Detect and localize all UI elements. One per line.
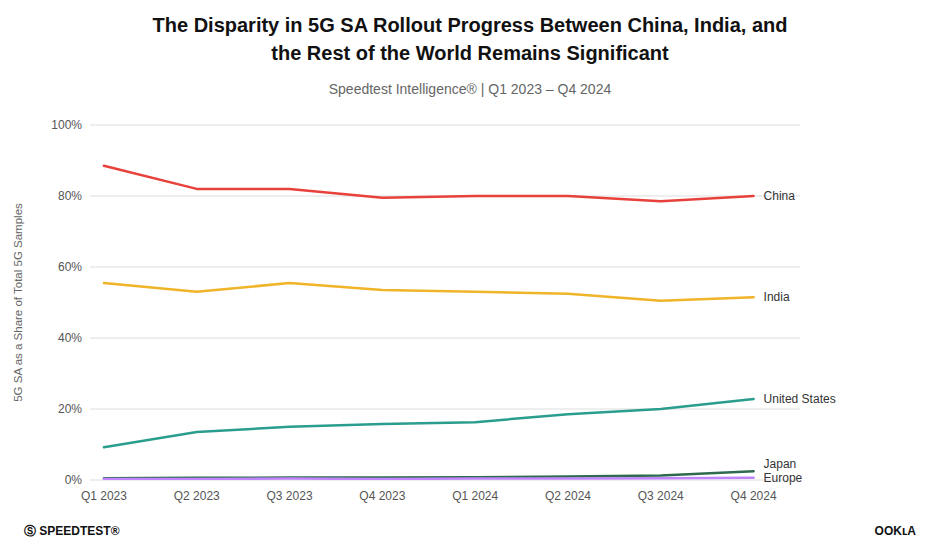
- series-label: Japan: [764, 457, 797, 471]
- title: the Rest of the World Remains Significan…: [271, 42, 669, 64]
- x-tick-label: Q1 2023: [81, 489, 127, 503]
- chart: The Disparity in 5G SA Rollout Progress …: [0, 0, 940, 549]
- y-tick-label: 60%: [58, 260, 82, 274]
- series-label: India: [764, 290, 790, 304]
- series-line: [104, 471, 754, 478]
- x-tick-label: Q4 2023: [359, 489, 405, 503]
- title: The Disparity in 5G SA Rollout Progress …: [153, 14, 788, 36]
- x-tick-label: Q2 2024: [545, 489, 591, 503]
- x-tick-label: Q4 2024: [731, 489, 777, 503]
- footer-right: OOKʟA: [875, 524, 917, 538]
- x-tick-label: Q2 2023: [174, 489, 220, 503]
- series-line: [104, 166, 754, 202]
- y-tick-label: 100%: [51, 118, 82, 132]
- series-line: [104, 283, 754, 301]
- y-tick-label: 40%: [58, 331, 82, 345]
- series-label: United States: [764, 392, 836, 406]
- series-label: China: [764, 189, 796, 203]
- x-tick-label: Q1 2024: [452, 489, 498, 503]
- lines: [104, 166, 754, 479]
- grid-line: [90, 409, 800, 410]
- series-line: [104, 478, 754, 479]
- y-tick-label: 0%: [65, 473, 83, 487]
- grid-line: [90, 338, 800, 339]
- series-label: Europe: [764, 471, 803, 485]
- grid-line: [90, 267, 800, 268]
- y-axis-label: 5G SA as a Share of Total 5G Samples: [12, 203, 24, 402]
- grid-line: [90, 125, 800, 126]
- x-tick-label: Q3 2024: [638, 489, 684, 503]
- footer-left: Ⓢ SPEEDTEST®: [24, 524, 120, 538]
- subtitle: Speedtest Intelligence® | Q1 2023 – Q4 2…: [329, 81, 612, 97]
- grid: [90, 125, 800, 480]
- y-tick-label: 80%: [58, 189, 82, 203]
- series-line: [104, 399, 754, 447]
- y-tick-label: 20%: [58, 402, 82, 416]
- x-tick-label: Q3 2023: [267, 489, 313, 503]
